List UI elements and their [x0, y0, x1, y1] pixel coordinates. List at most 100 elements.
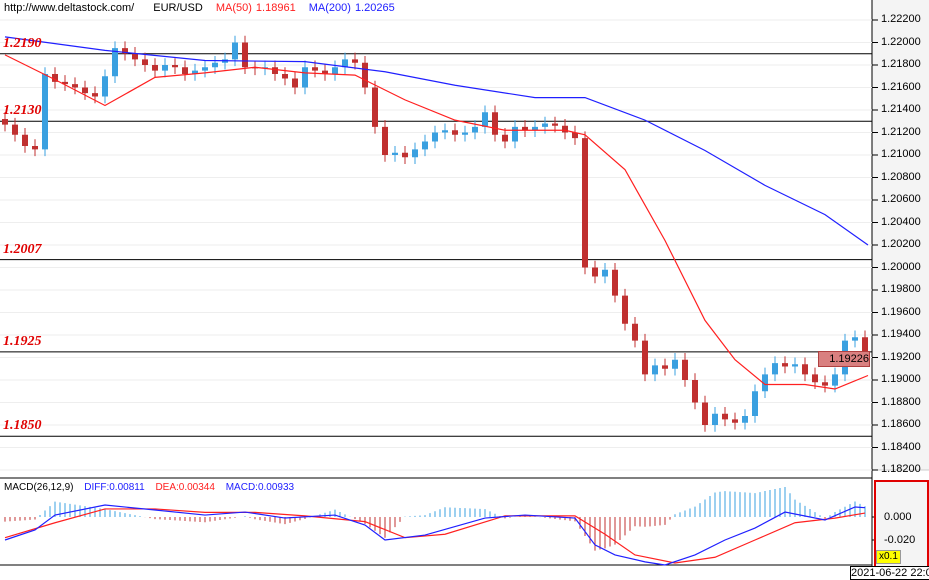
y-tick-label: 1.21800: [881, 58, 921, 70]
candle-body: [652, 365, 658, 375]
candle-body: [632, 323, 638, 341]
candle-body: [572, 132, 578, 139]
candle-body: [372, 87, 378, 127]
candle-body: [242, 42, 248, 68]
candle-body: [562, 125, 568, 133]
candle-body: [662, 365, 668, 369]
y-tick-label: 1.20400: [881, 215, 921, 228]
candle-body: [552, 123, 558, 126]
candle-body: [302, 67, 308, 88]
candle-body: [442, 130, 448, 133]
candle-body: [672, 359, 678, 369]
ma200-line: [4, 36, 869, 246]
candle-body: [152, 65, 158, 71]
candle-body: [682, 359, 688, 380]
candle-body: [172, 65, 178, 68]
candle-body: [42, 74, 48, 150]
candle-body: [182, 67, 188, 74]
y-tick-label: 1.18800: [881, 395, 921, 408]
candle-body: [312, 67, 318, 71]
current-price-badge: 1.19226: [818, 351, 870, 367]
candle-body: [792, 364, 798, 367]
chart-header: http://www.deltastock.com/ EUR/USD MA(50…: [4, 2, 405, 14]
candle-body: [22, 134, 28, 146]
candle-body: [362, 62, 368, 88]
y-tick-label: 1.20000: [881, 260, 921, 273]
ma50-value: 1.18961: [255, 2, 296, 14]
y-tick-label: 1.21600: [881, 80, 921, 93]
candle-body: [62, 81, 68, 85]
y-tick-label: 1.22200: [881, 13, 921, 25]
y-tick-label: 1.19200: [881, 350, 921, 363]
macd-value: MACD:0.00933: [225, 482, 295, 493]
candle-body: [802, 364, 808, 375]
candle-body: [612, 269, 618, 296]
candle-body: [112, 48, 118, 77]
candle-body: [532, 126, 538, 131]
candle-body: [162, 65, 168, 71]
candle-body: [512, 126, 518, 142]
y-tick-label: 1.18200: [881, 463, 921, 475]
candle-body: [812, 374, 818, 383]
level-label: 1.2190: [3, 35, 42, 51]
candle-body: [782, 363, 788, 367]
candle-body: [542, 123, 548, 127]
y-tick-label: 1.19400: [881, 328, 921, 340]
y-tick-label: 1.19800: [881, 283, 921, 295]
candle-body: [582, 138, 588, 268]
ma200-label: MA(200): [308, 2, 351, 14]
candle-body: [122, 48, 128, 54]
candle-body: [432, 132, 438, 142]
y-tick-label: 1.21200: [881, 125, 921, 138]
candle-body: [392, 152, 398, 155]
y-tick-label: 1.19600: [881, 305, 921, 318]
candle-body: [322, 70, 328, 74]
candle-body: [772, 363, 778, 375]
candle-body: [732, 419, 738, 423]
candle-body: [342, 59, 348, 68]
price-axis-bg: [872, 0, 929, 470]
macd-scale-badge[interactable]: x0.1: [876, 550, 901, 564]
diff-line: [4, 504, 866, 566]
y-tick-label: 1.20600: [881, 193, 921, 205]
dea-line: [4, 508, 866, 564]
candle-body: [522, 126, 528, 131]
candle-body: [422, 141, 428, 150]
y-tick-label: 1.21400: [881, 103, 921, 115]
candle-body: [592, 267, 598, 277]
candle-body: [502, 134, 508, 142]
candle-body: [452, 130, 458, 135]
candle-body: [142, 59, 148, 65]
candle-body: [742, 416, 748, 423]
ma50-line: [4, 54, 869, 390]
time-cursor-label: 2021-06-22 22:0: [850, 566, 929, 580]
candle-body: [702, 402, 708, 425]
candle-body: [862, 337, 868, 355]
candle-body: [832, 374, 838, 386]
candle-body: [762, 374, 768, 392]
level-label: 1.2007: [3, 241, 42, 257]
candle-body: [412, 149, 418, 158]
y-tick-label: 1.21000: [881, 148, 921, 160]
level-label: 1.1850: [3, 418, 42, 434]
candle-body: [642, 340, 648, 375]
ma200-value: 1.20265: [354, 2, 395, 14]
candle-body: [52, 74, 58, 82]
candle-body: [192, 70, 198, 74]
candle-body: [72, 84, 78, 88]
candle-body: [212, 62, 218, 68]
ma50-label: MA(50): [215, 2, 252, 14]
candle-body: [102, 76, 108, 97]
candle-body: [482, 112, 488, 127]
candle-body: [822, 382, 828, 386]
level-label: 1.1925: [3, 333, 42, 349]
url-label[interactable]: http://www.deltastock.com/: [4, 2, 135, 14]
candle-body: [202, 67, 208, 71]
candle-body: [492, 112, 498, 135]
candle-body: [232, 42, 238, 60]
y-tick-label: 1.19000: [881, 373, 921, 385]
level-label: 1.2130: [3, 103, 42, 119]
diff-value: DIFF:0.00811: [84, 482, 145, 493]
candle-body: [852, 337, 858, 341]
